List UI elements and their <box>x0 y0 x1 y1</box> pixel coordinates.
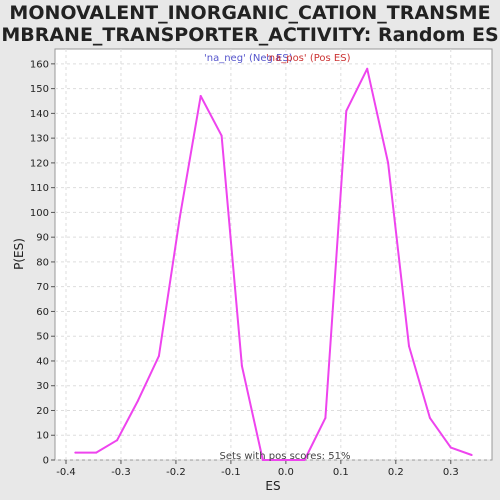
y-axis-label: P(ES) <box>12 238 26 270</box>
data-point <box>220 134 223 137</box>
series-line-0 <box>75 67 473 461</box>
x-tick-label: -0.3 <box>111 467 131 478</box>
x-tick-label: 0.2 <box>388 467 404 478</box>
y-tick-label: 60 <box>36 307 49 318</box>
legend-entry: 'na_pos' (Pos ES) <box>266 53 351 64</box>
y-tick-label: 100 <box>30 208 49 219</box>
data-point <box>178 216 181 219</box>
y-tick-label: 150 <box>30 84 49 95</box>
data-point <box>470 454 473 457</box>
data-point <box>387 161 390 164</box>
axes: 0 10 20 30 40 50 60 70 80 90 100 110 120 130 140 150 160… <box>30 59 459 478</box>
data-point <box>449 446 452 449</box>
data-point <box>428 416 431 419</box>
x-axis-label: ES <box>265 479 280 493</box>
y-tick-label: 140 <box>30 109 49 120</box>
legend-entry: 'na_neg' (Neg ES) <box>204 53 293 64</box>
y-tick-label: 120 <box>30 158 49 169</box>
y-tick-label: 160 <box>30 59 49 70</box>
data-point <box>407 345 410 348</box>
x-tick-label: 0.1 <box>333 467 349 478</box>
plot-area <box>54 48 493 461</box>
grid <box>55 49 492 461</box>
data-point <box>95 451 98 454</box>
x-tick-label: -0.2 <box>166 467 186 478</box>
pos-scores-annotation: Sets with pos scores: 51% <box>220 451 351 462</box>
data-point <box>282 459 285 461</box>
data-point <box>324 416 327 419</box>
y-tick-label: 0 <box>43 456 49 467</box>
y-tick-label: 50 <box>36 332 49 343</box>
y-tick-label: 130 <box>30 134 49 145</box>
y-tick-label: 70 <box>36 282 49 293</box>
data-point <box>137 399 140 402</box>
series-layer <box>74 67 473 461</box>
x-tick-label: -0.4 <box>56 467 76 478</box>
data-point <box>261 459 264 461</box>
y-tick-label: 80 <box>36 257 49 268</box>
x-tick-label: -0.1 <box>221 467 241 478</box>
data-point <box>366 67 369 70</box>
data-point <box>240 364 243 367</box>
data-point <box>157 355 160 358</box>
x-tick-label: 0.0 <box>278 467 294 478</box>
y-tick-label: 90 <box>36 233 49 244</box>
y-tick-label: 30 <box>36 381 49 392</box>
y-tick-label: 40 <box>36 356 49 367</box>
data-point <box>303 459 306 461</box>
data-point <box>116 439 119 442</box>
y-tick-label: 110 <box>30 183 49 194</box>
legend: 'na_neg' (Neg ES)'na_pos' (Pos ES) <box>204 53 351 64</box>
data-point <box>74 451 77 454</box>
y-tick-label: 10 <box>36 431 49 442</box>
data-point <box>345 109 348 112</box>
data-point <box>199 95 202 98</box>
x-tick-label: 0.3 <box>443 467 459 478</box>
y-tick-label: 20 <box>36 406 49 417</box>
